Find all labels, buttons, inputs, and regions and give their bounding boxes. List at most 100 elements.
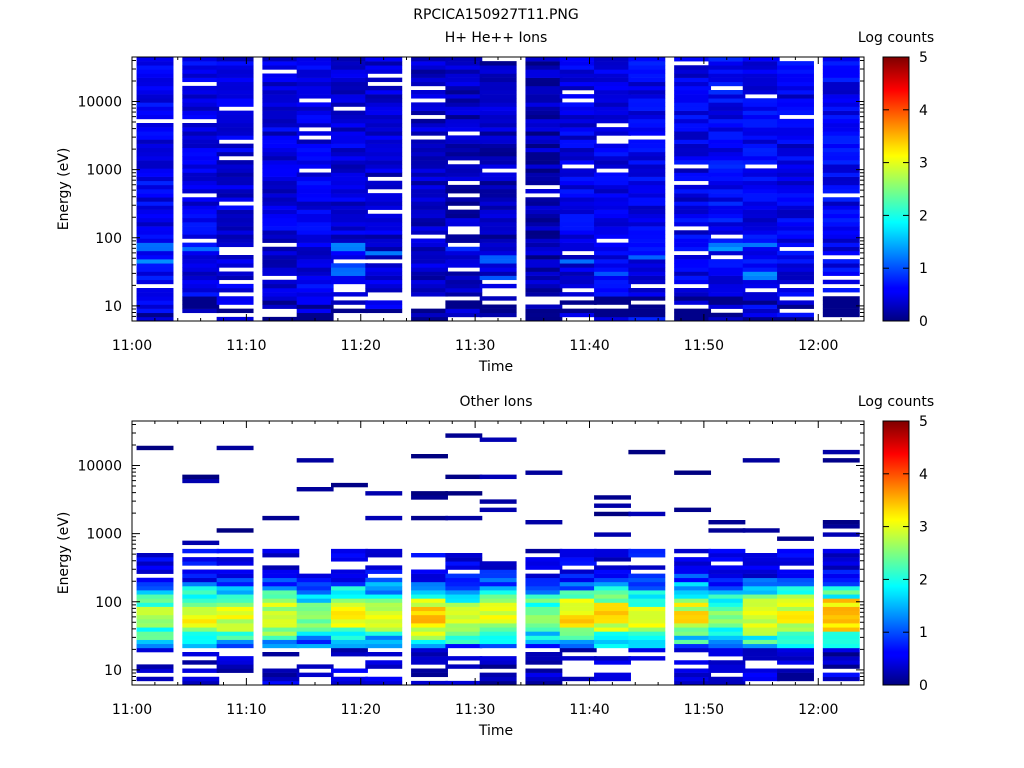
heatmap-cell — [216, 90, 254, 95]
heatmap-cell — [594, 151, 631, 157]
heatmap-cell — [628, 656, 666, 661]
heatmap-cell — [411, 271, 448, 276]
heatmap-cell — [742, 631, 780, 636]
heatmap-cell — [708, 226, 746, 231]
heatmap-cell — [742, 230, 780, 235]
heatmap-cell — [445, 515, 483, 521]
heatmap-cell — [296, 586, 334, 591]
heatmap-cell — [674, 569, 712, 574]
heatmap-cell — [331, 482, 368, 488]
heatmap-cell — [445, 65, 483, 70]
heatmap-cell — [296, 606, 334, 612]
heatmap-cell — [674, 610, 712, 616]
heatmap-cell — [411, 238, 448, 243]
heatmap-cell — [628, 577, 666, 583]
heatmap-cell — [331, 643, 368, 649]
heatmap-cell — [559, 226, 597, 231]
heatmap-cell — [628, 279, 666, 285]
heatmap-cell — [708, 292, 746, 297]
heatmap-cell — [365, 246, 403, 252]
x-tick-label: 11:50 — [684, 702, 724, 718]
heatmap-cell — [411, 573, 448, 579]
time-bin-column — [365, 57, 403, 314]
heatmap-cell — [262, 180, 300, 186]
heatmap-cell — [445, 57, 483, 62]
heatmap-cell — [182, 164, 220, 169]
heatmap-cell — [296, 300, 334, 305]
heatmap-cell — [331, 85, 368, 91]
heatmap-cell — [136, 553, 174, 558]
heatmap-cell — [365, 90, 403, 95]
heatmap-cell — [136, 288, 174, 293]
heatmap-cell — [708, 573, 746, 579]
heatmap-cell — [216, 118, 254, 124]
heatmap-cell — [479, 561, 517, 566]
time-bin-column — [296, 458, 334, 678]
heatmap-cell — [559, 114, 597, 120]
heatmap-cell — [822, 184, 860, 190]
heatmap-cell — [262, 209, 300, 215]
x-tick-label: 11:00 — [112, 338, 152, 354]
heatmap-cell — [708, 283, 746, 289]
heatmap-cell — [445, 586, 483, 591]
heatmap-cell — [525, 594, 563, 599]
heatmap-cell — [216, 69, 254, 74]
time-bin-column — [445, 57, 483, 318]
heatmap-cell — [182, 127, 220, 132]
heatmap-cell — [777, 271, 814, 276]
heatmap-cell — [216, 213, 254, 219]
heatmap-cell — [708, 94, 746, 99]
heatmap-cell — [136, 631, 174, 636]
heatmap-cell — [365, 213, 403, 219]
heatmap-cell — [594, 213, 631, 219]
heatmap-cell — [822, 296, 860, 301]
heatmap-cell — [411, 586, 448, 591]
heatmap-cell — [777, 594, 814, 599]
heatmap-cell — [525, 623, 563, 628]
heatmap-cell — [262, 250, 300, 256]
heatmap-cell — [742, 643, 780, 649]
heatmap-cell — [708, 189, 746, 194]
heatmap-cell — [559, 143, 597, 149]
heatmap-cell — [594, 553, 631, 558]
heatmap-cell — [777, 577, 814, 583]
heatmap-cell — [708, 209, 746, 215]
heatmap-cell — [262, 577, 300, 583]
heatmap-cell — [742, 561, 780, 566]
heatmap-cell — [708, 160, 746, 165]
heatmap-cell — [628, 242, 666, 248]
heatmap-cell — [777, 73, 814, 78]
heatmap-cell — [708, 246, 746, 252]
heatmap-cell — [262, 164, 300, 169]
heatmap-cell — [216, 577, 254, 583]
heatmap-cell — [777, 147, 814, 153]
heatmap-cell — [182, 296, 220, 301]
heatmap-cell — [708, 164, 746, 169]
heatmap-cell — [559, 283, 597, 289]
heatmap-cell — [822, 652, 860, 657]
heatmap-cell — [445, 139, 483, 144]
heatmap-cell — [708, 102, 746, 107]
heatmap-cell — [136, 267, 174, 272]
heatmap-cell — [182, 77, 220, 83]
heatmap-cell — [674, 255, 712, 260]
heatmap-cell — [559, 610, 597, 616]
heatmap-cell — [411, 495, 448, 500]
heatmap-cell — [262, 118, 300, 124]
heatmap-cell — [445, 288, 483, 293]
heatmap-cell — [365, 263, 403, 268]
panel-1-heatmap — [136, 57, 860, 322]
heatmap-cell — [182, 255, 220, 260]
heatmap-cell — [742, 557, 780, 562]
heatmap-cell — [411, 631, 448, 636]
heatmap-cell — [296, 250, 334, 256]
heatmap-cell — [674, 660, 712, 665]
heatmap-cell — [742, 573, 780, 579]
heatmap-cell — [708, 623, 746, 628]
heatmap-cell — [182, 139, 220, 144]
heatmap-cell — [822, 172, 860, 177]
heatmap-cell — [216, 561, 254, 566]
heatmap-cell — [777, 222, 814, 227]
heatmap-cell — [365, 639, 403, 645]
